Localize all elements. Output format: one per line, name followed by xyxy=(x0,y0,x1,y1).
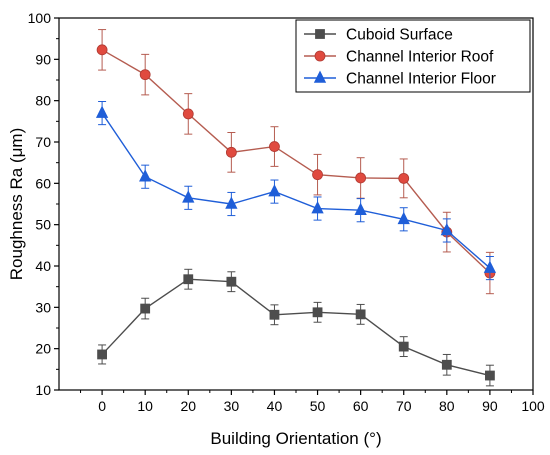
series-cuboid-surface xyxy=(97,268,495,387)
data-point xyxy=(440,222,453,236)
legend: Cuboid Surface Channel Interior Roof Chann… xyxy=(295,19,531,93)
y-axis-title: Roughness Ra (μm) xyxy=(7,128,26,280)
y-tick-label: 40 xyxy=(35,258,51,274)
data-point xyxy=(182,108,194,120)
data-point xyxy=(225,146,237,158)
y-tick-label: 10 xyxy=(35,382,51,398)
legend-marker xyxy=(315,29,325,39)
series-line xyxy=(101,278,491,377)
data-point xyxy=(225,196,238,209)
data-point xyxy=(355,309,366,320)
x-tick-label: 70 xyxy=(396,398,412,414)
x-tick-label: 90 xyxy=(482,398,498,414)
data-point xyxy=(483,260,497,273)
legend-marker xyxy=(313,70,327,83)
x-tick-label: 60 xyxy=(353,398,369,414)
data-point xyxy=(269,309,280,320)
y-tick-label: 80 xyxy=(35,93,51,109)
data-point xyxy=(398,172,410,184)
data-point xyxy=(97,349,107,360)
data-point xyxy=(312,307,323,318)
data-point xyxy=(226,276,237,287)
y-tick-label: 60 xyxy=(35,175,51,191)
data-point xyxy=(398,341,409,352)
data-point xyxy=(354,202,367,216)
x-tick-label: 100 xyxy=(521,398,545,414)
x-tick-label: 50 xyxy=(310,398,326,414)
legend-label: Channel Interior Floor xyxy=(346,71,496,88)
y-tick-label: 100 xyxy=(28,10,52,26)
data-point xyxy=(312,169,323,181)
data-point xyxy=(397,211,410,225)
x-tick-label: 80 xyxy=(439,398,455,414)
y-tick-label: 70 xyxy=(35,134,51,150)
x-tick-label: 10 xyxy=(137,398,153,414)
x-tick-label: 20 xyxy=(180,398,196,414)
data-point xyxy=(311,201,324,214)
data-point xyxy=(441,359,452,370)
y-tick-label: 20 xyxy=(35,341,51,357)
y-tick-label: 90 xyxy=(35,51,51,67)
data-point xyxy=(269,141,280,152)
data-point xyxy=(95,105,109,118)
x-tick-label: 40 xyxy=(267,398,283,414)
data-point xyxy=(139,169,152,182)
axes: 0 10 20 30 40 50 60 70 80 90 100 10 20 30 40 50 60 70 80 90… xyxy=(28,10,545,414)
data-point xyxy=(183,274,194,285)
data-point xyxy=(485,370,495,381)
y-tick-label: 50 xyxy=(35,217,51,233)
data-point xyxy=(140,303,151,314)
y-tick-label: 30 xyxy=(35,299,51,315)
legend-label: Cuboid Surface xyxy=(346,27,453,44)
x-axis-title: Building Orientation (°) xyxy=(210,429,381,448)
series-channel-interior-floor xyxy=(95,100,497,281)
legend-label: Channel Interior Roof xyxy=(346,49,494,66)
plot-area xyxy=(95,29,497,387)
x-tick-label: 30 xyxy=(224,398,240,414)
data-point xyxy=(268,184,281,197)
data-point xyxy=(139,69,151,81)
data-point xyxy=(96,44,108,56)
data-point xyxy=(355,172,367,184)
legend-marker xyxy=(314,50,326,62)
data-point xyxy=(182,190,195,203)
x-tick-label: 0 xyxy=(98,398,106,414)
series-line xyxy=(101,112,491,269)
series-line xyxy=(101,49,491,274)
